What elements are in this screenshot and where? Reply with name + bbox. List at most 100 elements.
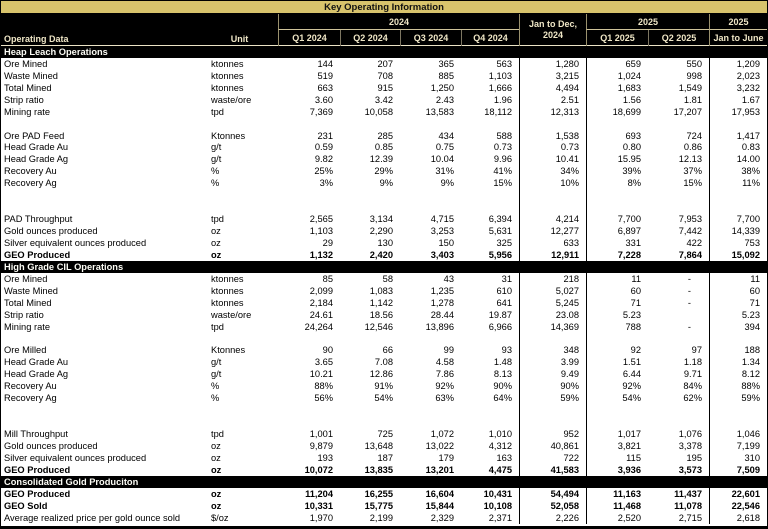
cell-q3-2024: 63%	[435, 393, 454, 404]
cell-q4-2024: 163	[496, 452, 512, 463]
cell-q1-2024: 88%	[314, 381, 333, 392]
cell-jan-to-june	[709, 201, 767, 214]
row-unit: ktonnes	[211, 70, 244, 81]
row-label: Ore PAD Feed	[4, 130, 65, 141]
cell-q1-2025	[586, 189, 648, 202]
cell-q2-2025: 1,549	[678, 82, 702, 93]
cell-q2-2025: 11,437	[674, 488, 702, 499]
cell-q4-2024: 10,108	[483, 500, 512, 511]
cell-q4-2024: 1.96	[493, 94, 512, 105]
cell-q2-2024: 9%	[379, 178, 393, 189]
cell-q2-2024: 12.86	[369, 369, 393, 380]
row-unit: waste/ore	[211, 309, 252, 320]
cell-q3-2024: 179	[438, 452, 454, 463]
cell-q1-2025: 6,897	[586, 225, 648, 237]
table-title: Key Operating Information	[1, 1, 767, 14]
cell-q4-2024: 563	[496, 58, 512, 69]
cell-q2-2024: 12,546	[364, 321, 393, 332]
cell-q2-2024: 16,255	[364, 488, 393, 499]
cell-q4-2024	[461, 201, 519, 213]
cell-q4-2024: 6,394	[488, 214, 512, 225]
cell-q2-2024: 2,420	[369, 249, 393, 260]
cell-q4-2024	[461, 404, 519, 416]
row-label: Head Grade Au	[4, 357, 69, 368]
cell-q1-2024: 9.82	[314, 154, 333, 165]
cell-q3-2024: 365	[438, 58, 454, 69]
cell-q1-2025	[586, 332, 648, 345]
cell-q3-2024: 0.75	[435, 142, 454, 153]
cell-q1-2025: 18,699	[586, 105, 648, 118]
cell-q3-2024: 1,250	[430, 82, 454, 93]
cell-q2-2024: 58	[382, 273, 393, 284]
cell-q1-2024: 0.59	[314, 142, 333, 153]
cell-jan-to-dec-2024: 952	[519, 428, 586, 440]
cell-q1-2024	[278, 416, 340, 428]
cell-q3-2024	[400, 416, 461, 428]
row-unit: ktonnes	[211, 82, 244, 93]
cell-q2-2025: 37%	[683, 166, 702, 177]
cell-q1-2025: 11	[586, 272, 648, 285]
table-header: 2024 Jan to Dec, 2024 2025 2025 Operatin…	[1, 14, 767, 46]
cell-jan-to-june: 22,601	[709, 487, 767, 500]
row-label: Waste Mined	[4, 70, 58, 81]
row-unit: %	[211, 381, 220, 392]
row-unit: g/t	[211, 142, 222, 153]
row-label: Silver equivalent ounces produced	[4, 237, 147, 248]
cell-q4-2024	[461, 118, 519, 130]
cell-q2-2025: 422	[686, 237, 702, 248]
cell-jan-to-june: 5.23	[709, 308, 767, 321]
cell-q2-2024: 708	[377, 70, 393, 81]
cell-q4-2024: 4,475	[488, 464, 512, 475]
cell-q2-2025	[648, 416, 709, 428]
header-jan-to-june: Jan to June	[709, 30, 767, 46]
table-row: Waste Mined ktonnes 519 708 885 1,103 3,215 1,0…	[1, 69, 767, 82]
cell-jan-to-june: 394	[709, 320, 767, 333]
cell-q4-2024: 18,112	[484, 106, 512, 117]
cell-q2-2024	[340, 404, 400, 416]
row-label: Mining rate	[4, 106, 50, 117]
cell-q1-2025: 1.51	[586, 356, 648, 369]
cell-jan-to-dec-2024	[519, 404, 586, 417]
cell-q3-2024: 434	[438, 130, 454, 141]
cell-q1-2025: 1,683	[586, 81, 648, 94]
cell-jan-to-june	[709, 117, 767, 130]
cell-q1-2024: 11,204	[305, 488, 333, 499]
cell-q1-2025: 92%	[586, 380, 648, 393]
cell-jan-to-dec-2024: 34%	[519, 165, 586, 178]
row-label: Total Mined	[4, 82, 52, 93]
cell-q2-2024: 207	[377, 58, 393, 69]
cell-q1-2024: 3.60	[314, 94, 333, 105]
cell-jan-to-june: 3,232	[709, 81, 767, 94]
cell-jan-to-june: 1,417	[709, 129, 767, 142]
row-label	[1, 333, 201, 345]
table-row: Recovery Au% 88% 91% 92% 90% 90% 92% 84% 88%	[1, 380, 767, 393]
cell-q2-2025: 84%	[683, 381, 702, 392]
cell-q3-2024: 15,844	[425, 500, 454, 511]
cell-q4-2024: 10,431	[483, 488, 512, 499]
cell-q2-2024: 10,058	[364, 106, 393, 117]
row-unit	[201, 333, 278, 345]
spacer-row	[1, 189, 767, 202]
cell-q1-2025	[586, 416, 648, 428]
table-body: Heap Leach Operations Ore Mined ktonnes 144…	[1, 46, 767, 524]
table-row: Waste Mined ktonnes 2,099 1,083 1,235 610 5,02…	[1, 284, 767, 297]
spacer-row	[1, 404, 767, 417]
cell-q2-2025: 15%	[683, 178, 702, 189]
cell-q3-2024: 13,896	[425, 321, 454, 332]
cell-q3-2024: 31%	[435, 166, 454, 177]
cell-q1-2024: 519	[317, 70, 333, 81]
row-label: Mill Throughput	[4, 428, 68, 439]
row-label: PAD Throughput	[4, 214, 73, 225]
cell-q4-2024	[461, 416, 519, 428]
row-label: Recovery Ag	[4, 178, 57, 189]
cell-q1-2025: 788	[586, 320, 648, 333]
table-row: Recovery Au% 25% 29% 31% 41% 34% 39% 37% 38%	[1, 165, 767, 178]
cell-q1-2024	[278, 201, 340, 213]
cell-q2-2025: 550	[686, 58, 702, 69]
header-q1-2024: Q1 2024	[278, 30, 340, 46]
cell-q2-2024	[340, 189, 400, 201]
row-label: GEO Sold	[4, 500, 48, 511]
row-label: Head Grade Ag	[4, 154, 69, 165]
header-jan-to-dec-2024: Jan to Dec, 2024	[519, 14, 586, 46]
cell-q2-2025: -	[687, 285, 691, 296]
